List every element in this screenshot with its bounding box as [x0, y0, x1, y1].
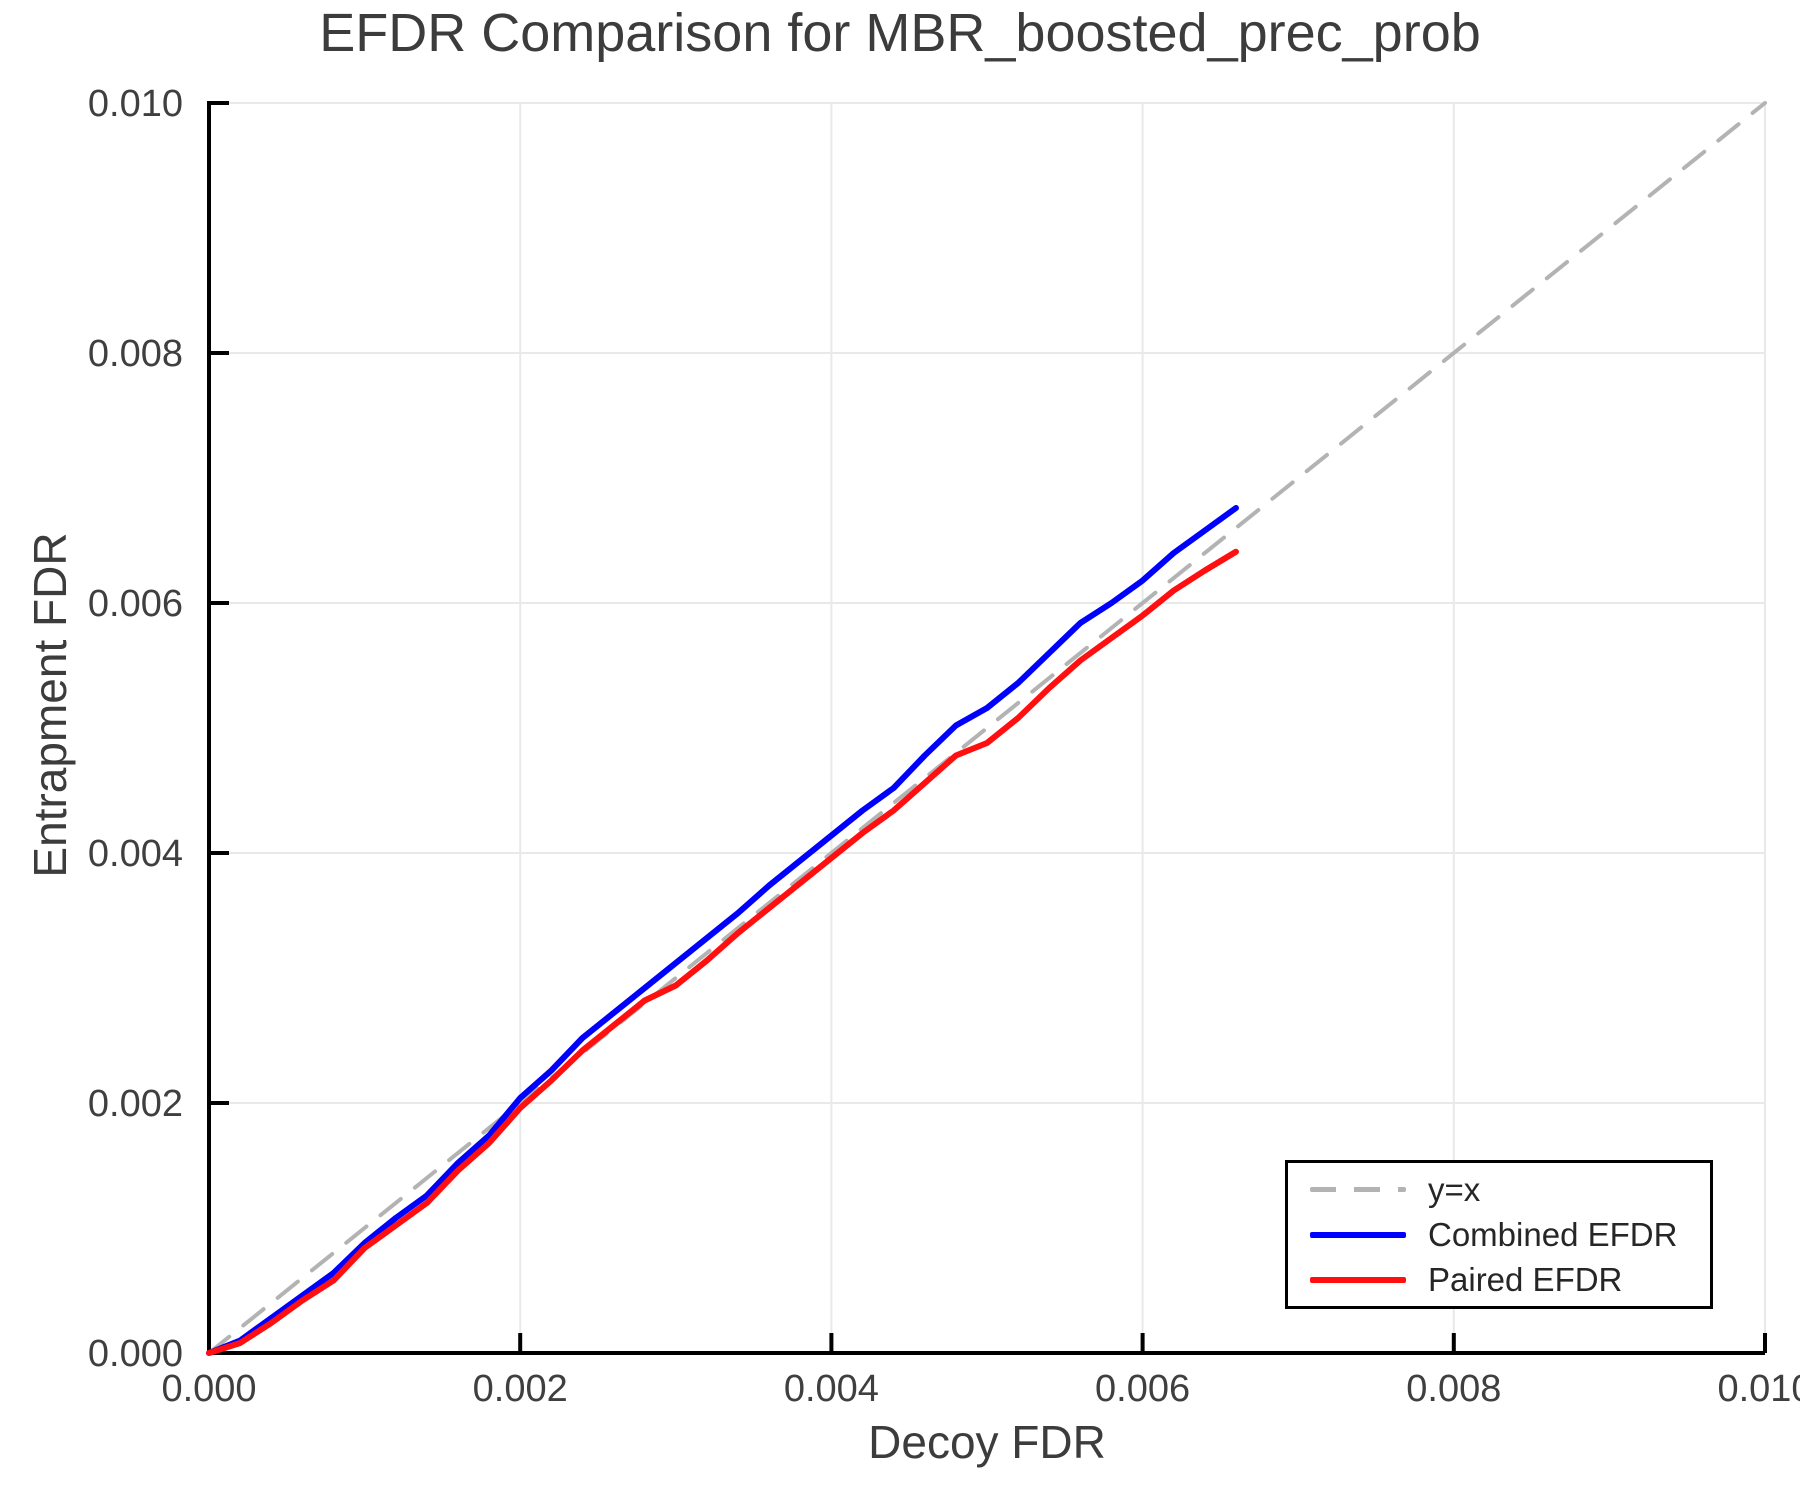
combined-line-swatch: [1310, 1231, 1406, 1238]
y-tick-label: 0.010: [88, 83, 183, 125]
y-tick-label: 0.002: [88, 1083, 183, 1125]
legend-label-combined: Combined EFDR: [1428, 1216, 1678, 1253]
legend-label-paired: Paired EFDR: [1428, 1261, 1623, 1298]
y-tick-label: 0.000: [88, 1333, 183, 1375]
legend-item-identity: y=x: [1310, 1171, 1710, 1209]
x-tick-label: 0.008: [1406, 1368, 1501, 1410]
x-tick-label: 0.006: [1095, 1368, 1190, 1410]
y-tick-label: 0.004: [88, 833, 183, 875]
legend-label-identity: y=x: [1428, 1171, 1481, 1208]
identity-line: [207, 101, 1767, 1355]
legend: y=x Combined EFDR Paired EFDR: [1285, 1160, 1713, 1309]
x-axis-label: Decoy FDR: [868, 1416, 1106, 1468]
paired-line-swatch: [1310, 1276, 1406, 1283]
x-tick-label: 0.002: [473, 1368, 568, 1410]
legend-item-paired: Paired EFDR: [1310, 1261, 1710, 1299]
y-tick-label: 0.008: [88, 333, 183, 375]
y-tick-label: 0.006: [88, 583, 183, 625]
chart-title: EFDR Comparison for MBR_boosted_prec_pro…: [319, 3, 1481, 63]
legend-item-combined: Combined EFDR: [1310, 1216, 1710, 1254]
y-axis-label: Entrapment FDR: [24, 532, 76, 878]
combined-efdr-line: [206, 505, 1239, 1356]
identity-line-swatch: [1310, 1187, 1406, 1192]
x-tick-label: 0.010: [1717, 1368, 1800, 1410]
x-tick-label: 0.000: [161, 1368, 256, 1410]
x-tick-label: 0.004: [784, 1368, 879, 1410]
paired-efdr-line: [206, 548, 1239, 1356]
